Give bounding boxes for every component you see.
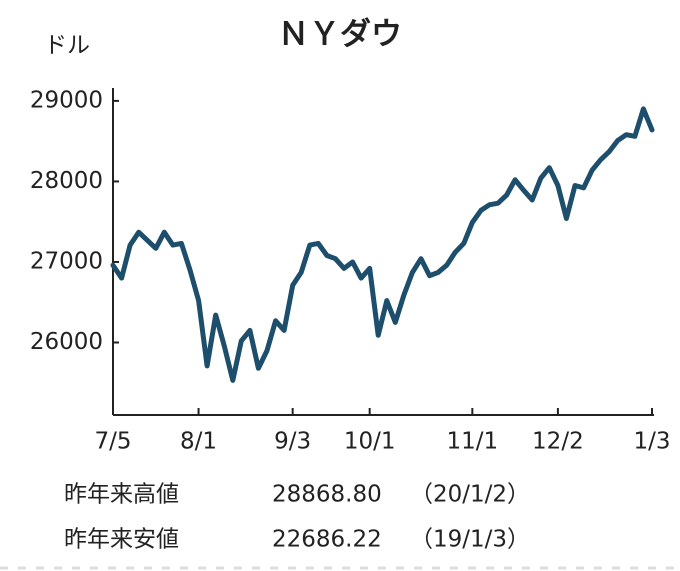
x-tick-label: 8/1 — [180, 429, 217, 455]
y-tick-label: 28000 — [30, 168, 103, 194]
note-label: 昨年来安値 — [64, 527, 179, 553]
y-tick-label: 29000 — [30, 87, 103, 113]
x-tick-label: 9/3 — [274, 429, 311, 455]
note-value: 28868.80 — [272, 482, 382, 508]
y-tick-label: 26000 — [30, 329, 103, 355]
x-tick-label: 11/1 — [447, 429, 499, 455]
chart-title: ＮＹダウ — [278, 17, 402, 53]
note-date: （19/1/3） — [410, 527, 530, 553]
note-value: 22686.22 — [272, 527, 382, 553]
series-line — [110, 106, 655, 383]
x-tick-label: 7/5 — [94, 429, 131, 455]
x-tick-label: 1/3 — [633, 429, 670, 455]
x-tick-label: 12/2 — [532, 429, 584, 455]
note-date: （20/1/2） — [410, 482, 530, 508]
x-tick-label: 10/1 — [344, 429, 396, 455]
y-axis-label: ドル — [44, 33, 90, 59]
note-label: 昨年来高値 — [64, 482, 179, 508]
y-tick-label: 27000 — [30, 248, 103, 274]
